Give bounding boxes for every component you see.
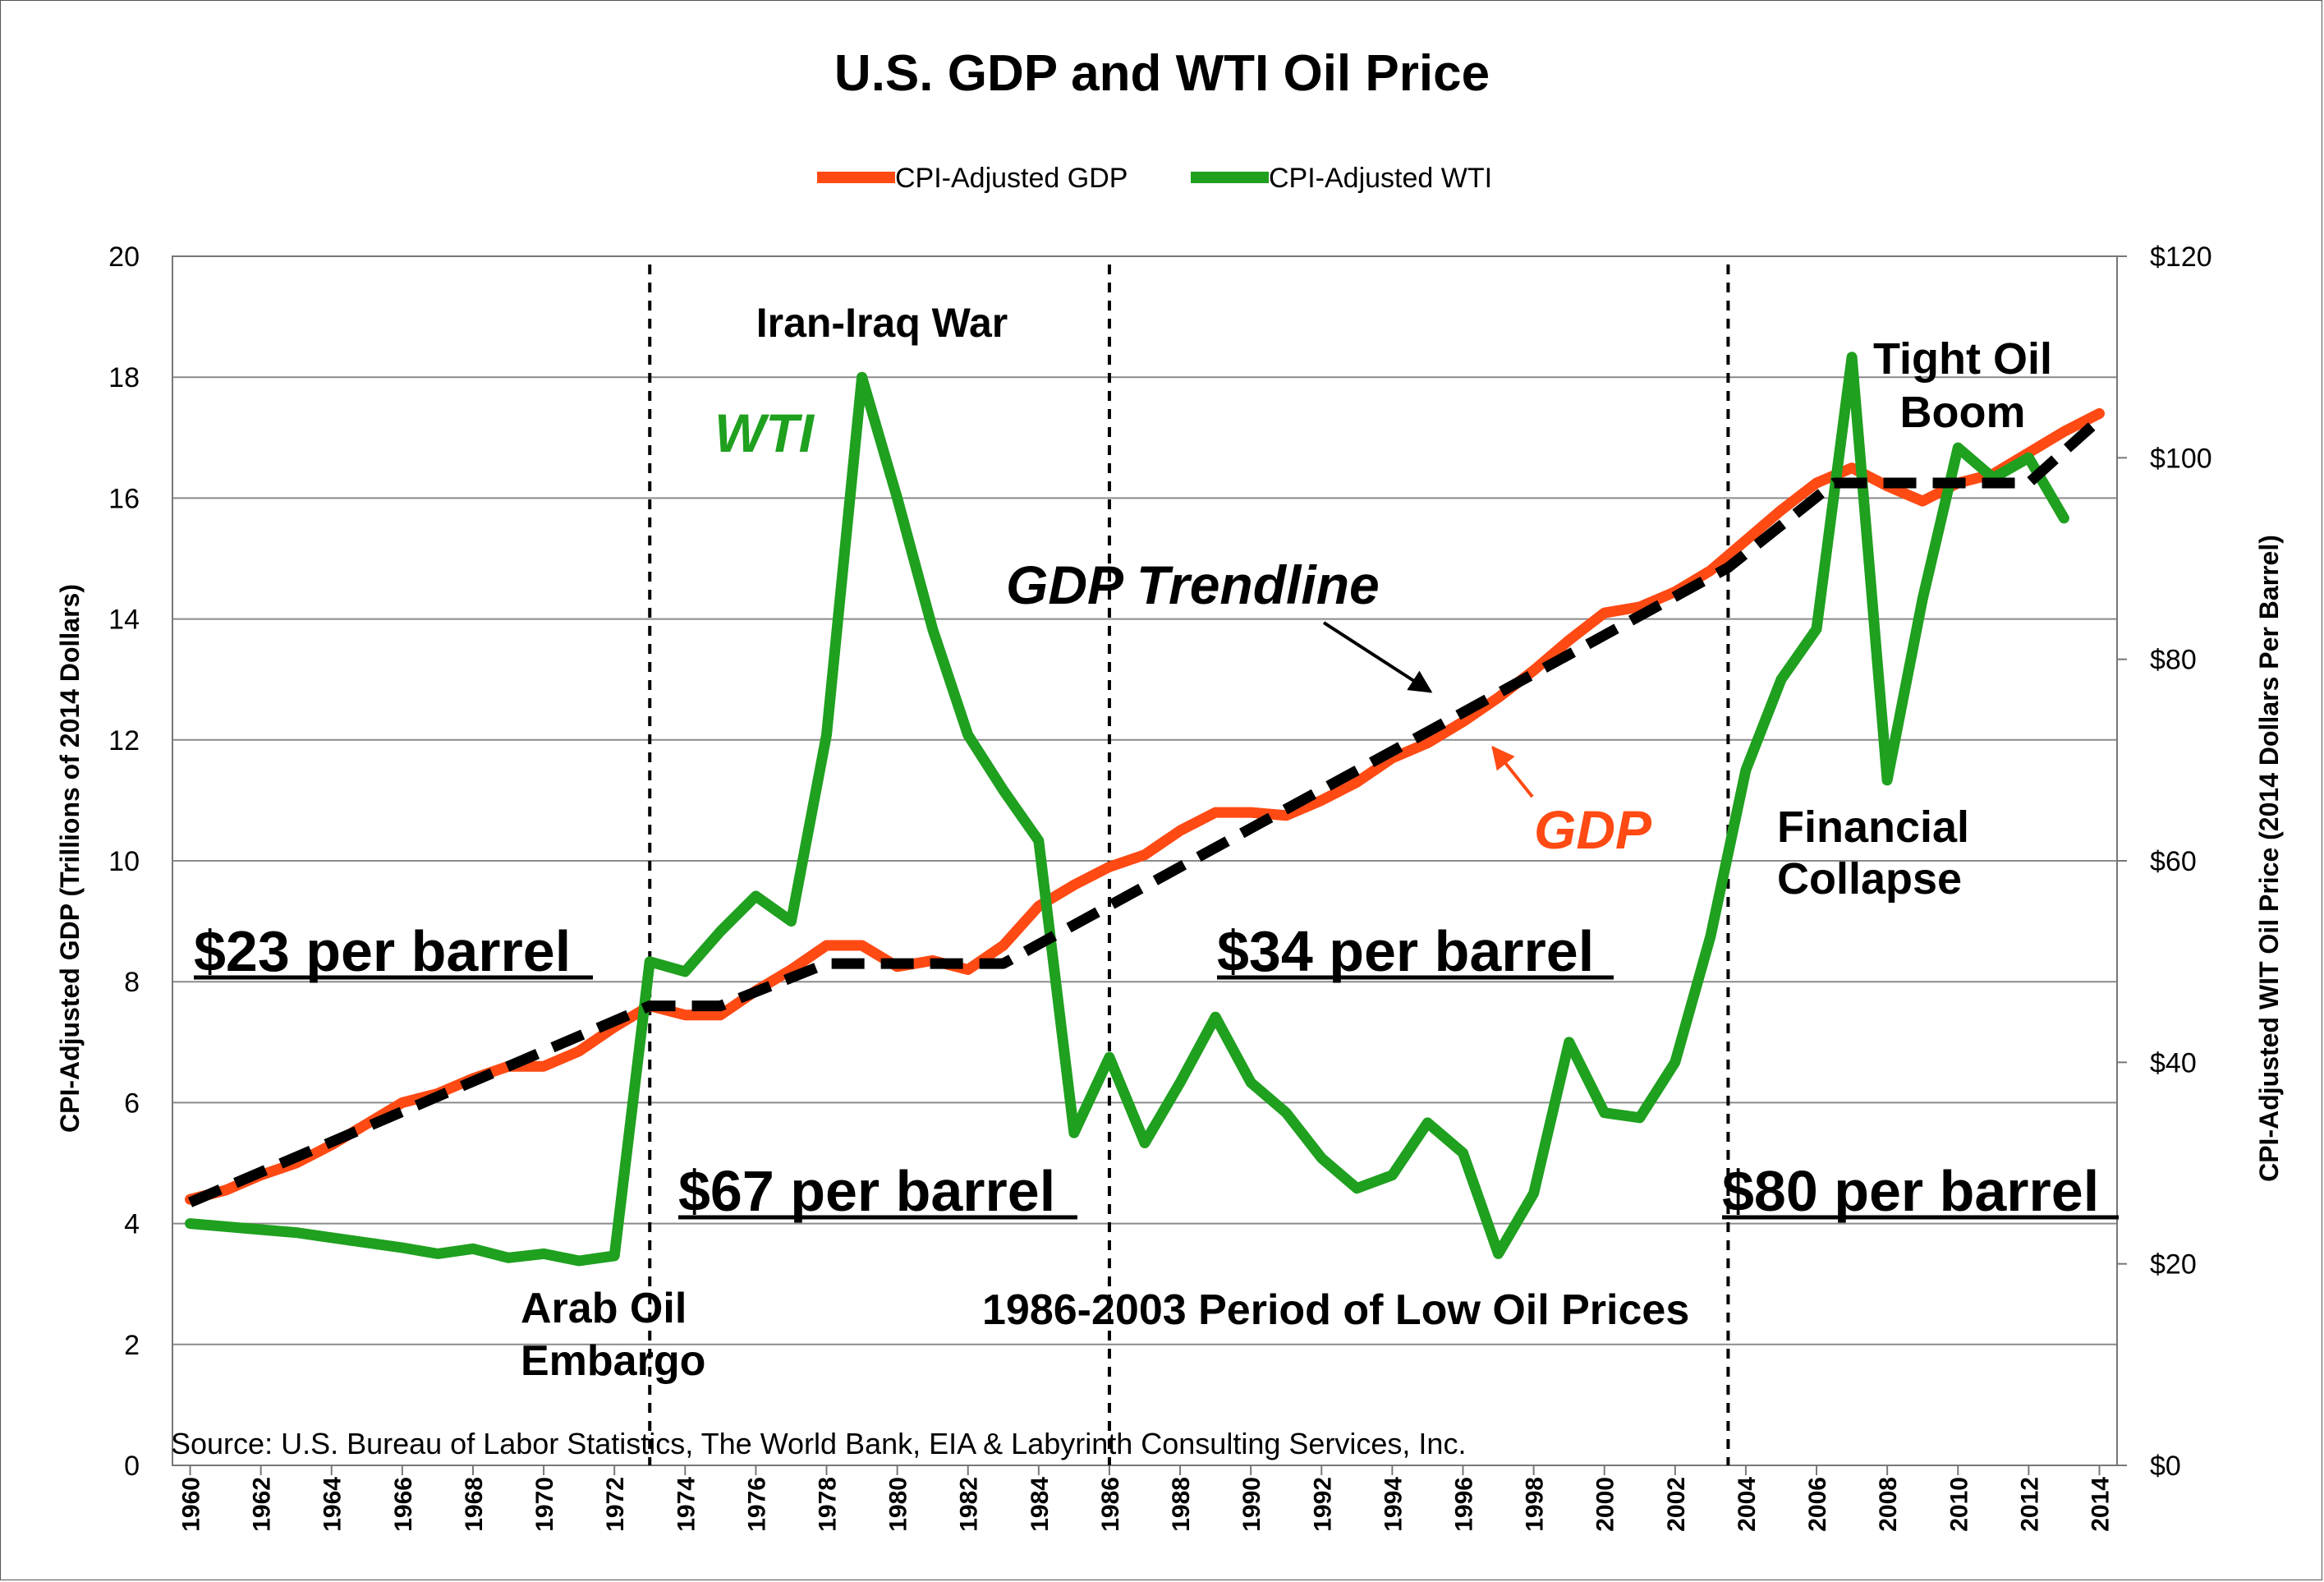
right-tick-label: $40: [2150, 1047, 2197, 1078]
x-tick-label: 1996: [1450, 1477, 1477, 1532]
left-tick-label: 2: [124, 1330, 140, 1361]
left-axis-ticks: 0 2 4 6 8 10 12 14 16 18 20: [108, 241, 140, 1482]
annotation-tight-oil-2: Boom: [1900, 388, 2026, 437]
left-tick-label: 4: [124, 1209, 140, 1240]
right-tick-label: $60: [2150, 846, 2197, 877]
arrow-trendline: [1322, 621, 1433, 693]
x-tick-label: 1968: [461, 1477, 488, 1532]
x-tick-label: 1966: [390, 1477, 417, 1532]
price-label-23: $23 per barrel: [194, 919, 571, 983]
x-tick-label: 1976: [743, 1477, 770, 1532]
x-tick-label: 1970: [531, 1477, 558, 1532]
series-wti-line: [185, 352, 2069, 1267]
right-tick-label: $80: [2150, 645, 2197, 676]
x-tick-label: 1980: [885, 1477, 912, 1532]
left-tick-label: 20: [108, 241, 140, 273]
annotation-arab-oil-1: Arab Oil: [521, 1285, 687, 1332]
left-tick-label: 12: [108, 725, 140, 757]
x-tick-label: 2006: [1804, 1477, 1831, 1532]
series-gdp-trendline: [187, 415, 2103, 1207]
right-axis-ticks: $0 $20 $40 $60 $80 $100 $120: [2117, 241, 2212, 1482]
price-label-34: $34 per barrel: [1217, 919, 1594, 983]
chart-title: U.S. GDP and WTI Oil Price: [834, 45, 1490, 102]
x-tick-label: 2002: [1663, 1477, 1690, 1532]
legend-label-gdp: CPI-Adjusted GDP: [895, 163, 1128, 194]
x-tick-label: 1972: [602, 1477, 629, 1532]
price-label-67: $67 per barrel: [678, 1159, 1055, 1223]
arrow-gdp: [1491, 745, 1534, 798]
x-tick-label: 2004: [1734, 1477, 1761, 1532]
x-tick-label: 2014: [2087, 1477, 2114, 1532]
x-tick-label: 1984: [1027, 1477, 1054, 1532]
right-tick-label: $0: [2150, 1451, 2181, 1482]
x-tick-label: 1988: [1168, 1477, 1195, 1532]
legend: CPI-Adjusted GDP CPI-Adjusted WTI: [817, 163, 1492, 194]
right-tick-label: $20: [2150, 1249, 2197, 1281]
x-tick-label: 1974: [673, 1477, 700, 1532]
x-tick-label: 2010: [1945, 1477, 1973, 1532]
left-tick-label: 0: [124, 1451, 140, 1482]
annotation-financial-1: Financial: [1777, 802, 1969, 852]
annotation-gdp: GDP: [1534, 799, 1652, 860]
x-tick-label: 2012: [2016, 1477, 2043, 1532]
series-layer: [185, 352, 2105, 1267]
annotation-wti: WTI: [714, 402, 815, 463]
annotation-iran-iraq-war: Iran-Iraq War: [756, 300, 1008, 346]
annotation-financial-2: Collapse: [1777, 854, 1962, 904]
x-tick-label: 1994: [1380, 1477, 1407, 1532]
annotation-low-period: 1986-2003 Period of Low Oil Prices: [982, 1286, 1689, 1334]
legend-label-wti: CPI-Adjusted WTI: [1269, 163, 1492, 194]
x-tick-label: 2008: [1875, 1477, 1902, 1532]
left-tick-label: 10: [108, 846, 140, 877]
source-note: Source: U.S. Bureau of Labor Statistics,…: [171, 1427, 1466, 1460]
right-tick-label: $100: [2150, 443, 2212, 474]
x-tick-label: 1992: [1309, 1477, 1336, 1532]
right-axis-title: CPI-Adjusted WIT Oil Price (2014 Dollars…: [2254, 535, 2284, 1182]
x-tick-label: 1982: [956, 1477, 983, 1532]
x-tick-label: 1998: [1522, 1477, 1549, 1532]
annotation-tight-oil-1: Tight Oil: [1873, 334, 2052, 384]
x-tick-label: 1962: [249, 1477, 276, 1532]
left-tick-label: 16: [108, 483, 140, 514]
left-tick-label: 14: [108, 605, 140, 636]
annotation-arab-oil-2: Embargo: [521, 1337, 705, 1385]
x-axis-ticks: 1960 1962 1964 1966 1968 1970 1972 1974 1976 1978…: [178, 1465, 2114, 1532]
x-tick-label: 1990: [1238, 1477, 1265, 1532]
left-tick-label: 18: [108, 362, 140, 393]
right-tick-label: $120: [2150, 241, 2212, 273]
left-tick-label: 8: [124, 967, 140, 998]
left-axis-title: CPI-Adjusted GDP (Trillions of 2014 Doll…: [55, 584, 85, 1133]
x-tick-label: 2000: [1592, 1477, 1619, 1532]
annotation-gdp-trendline: GDP Trendline: [1006, 554, 1380, 615]
price-label-80: $80 per barrel: [1722, 1159, 2099, 1223]
x-tick-label: 1986: [1097, 1477, 1124, 1532]
left-tick-label: 6: [124, 1088, 140, 1119]
x-tick-label: 1978: [815, 1477, 842, 1532]
x-tick-label: 1964: [319, 1477, 347, 1532]
x-tick-label: 1960: [178, 1477, 205, 1532]
